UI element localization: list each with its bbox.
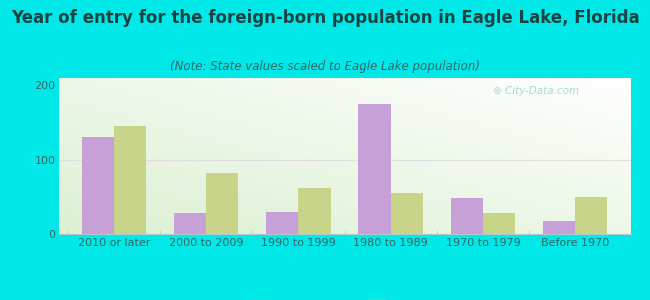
Bar	[298, 188, 331, 234]
Bar	[358, 104, 391, 234]
Text: Year of entry for the foreign-born population in Eagle Lake, Florida: Year of entry for the foreign-born popul…	[10, 9, 640, 27]
Bar	[206, 173, 239, 234]
Bar	[391, 193, 423, 234]
Bar	[114, 126, 146, 234]
Bar	[81, 137, 114, 234]
Bar	[174, 213, 206, 234]
Text: ⊛ City-Data.com: ⊛ City-Data.com	[493, 86, 579, 96]
Bar	[483, 213, 515, 234]
Bar	[575, 197, 608, 234]
Bar	[543, 220, 575, 234]
Text: (Note: State values scaled to Eagle Lake population): (Note: State values scaled to Eagle Lake…	[170, 60, 480, 73]
Bar	[450, 198, 483, 234]
Legend: Eagle Lake, Florida: Eagle Lake, Florida	[246, 295, 443, 300]
Bar	[266, 212, 298, 234]
